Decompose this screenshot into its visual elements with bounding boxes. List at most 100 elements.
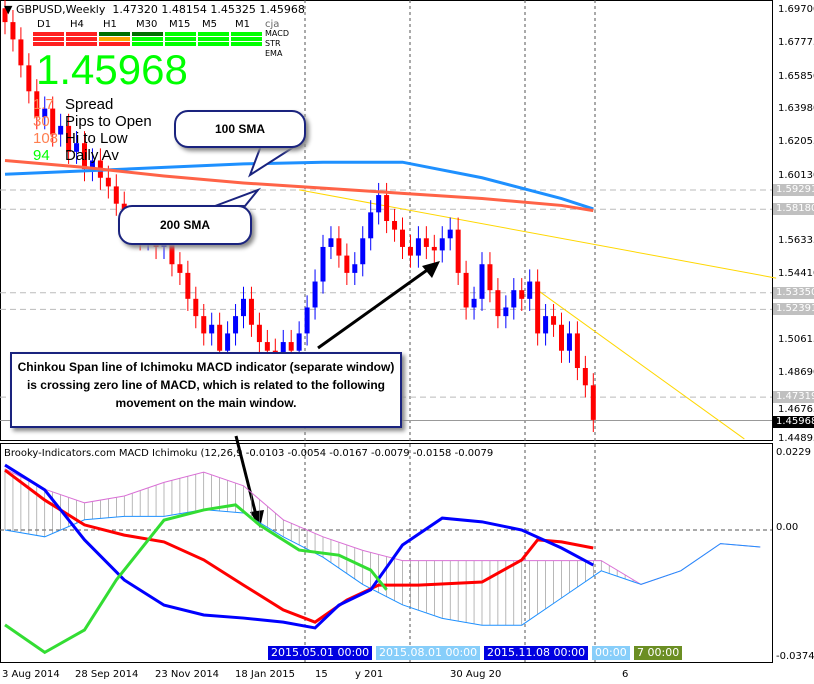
bear-candle xyxy=(495,290,501,317)
stat-label: Hi to Low xyxy=(65,130,128,147)
bear-candle xyxy=(26,65,32,92)
cloud-upper-line xyxy=(4,468,761,585)
stat-value: 108 xyxy=(33,130,59,147)
bull-candle xyxy=(352,264,358,273)
bear-candle xyxy=(535,281,541,334)
bear-candle xyxy=(169,243,175,265)
bull-candle xyxy=(447,229,453,239)
bear-candle xyxy=(177,264,183,273)
bear-candle xyxy=(288,342,294,351)
trendline xyxy=(537,289,745,440)
annotation-note: Chinkou Span line of Ichimoku MACD indic… xyxy=(10,352,402,428)
timeframe-D1: D1 xyxy=(37,19,52,30)
signal-cell xyxy=(165,32,196,36)
signal-cell xyxy=(99,37,130,41)
bull-candle xyxy=(376,195,382,213)
time-tick: 15 xyxy=(315,669,328,680)
price-tick: 1.44895 xyxy=(778,433,814,444)
sma200-pointer xyxy=(214,187,262,207)
signal-cell xyxy=(165,37,196,41)
bear-candle xyxy=(431,246,437,251)
bull-candle xyxy=(74,143,80,152)
bear-candle xyxy=(217,324,223,351)
bear-candle xyxy=(463,272,469,308)
time-tick: 18 Jan 2015 xyxy=(235,669,295,680)
signal-cell xyxy=(33,32,64,36)
stat-row: 30 Pips to Open xyxy=(33,113,152,130)
signal-row-label: STR xyxy=(265,39,281,48)
stat-value: 1.7 xyxy=(33,96,54,113)
bull-candle xyxy=(161,243,167,247)
bear-candle xyxy=(264,342,270,351)
price-tick: 1.56335 xyxy=(778,235,814,247)
bear-candle xyxy=(423,238,429,247)
time-tick: y 201 xyxy=(355,669,384,680)
signal-cell xyxy=(132,32,163,36)
signal-cell xyxy=(165,42,196,46)
bear-candle xyxy=(193,298,199,317)
symbol-header[interactable]: ▼ GBPUSD,Weekly 1.47320 1.48154 1.45325 … xyxy=(4,3,305,16)
macd-signal-line xyxy=(4,468,594,624)
ohlc-values: 1.47320 1.48154 1.45325 1.45968 xyxy=(112,3,305,16)
bear-candle xyxy=(10,22,16,40)
current-price-big: 1.45968 xyxy=(36,46,188,93)
stat-row: 94 Daily Av xyxy=(33,147,152,164)
signal-cell xyxy=(198,42,229,46)
bear-candle xyxy=(113,186,119,204)
annotation-arrow xyxy=(234,435,258,516)
stat-label: Spread xyxy=(65,96,114,113)
bull-candle xyxy=(415,238,421,256)
bull-candle xyxy=(241,298,246,317)
price-tick: 1.62055 xyxy=(778,136,814,148)
time-crosshair-label: 2015.11.08 00:00 xyxy=(484,646,589,660)
bear-candle xyxy=(519,290,525,299)
signal-grid xyxy=(33,32,262,47)
macd-line xyxy=(4,463,595,630)
time-crosshair-label: 7 00:00 xyxy=(634,646,683,660)
price-tick: 1.46765 xyxy=(778,403,814,415)
stat-label: Daily Av xyxy=(65,147,119,164)
signal-cell xyxy=(231,32,262,36)
chinkou-span-line xyxy=(4,503,388,655)
price-level-label: 1.59291 xyxy=(773,184,814,197)
signal-cell xyxy=(33,42,64,46)
bull-candle xyxy=(471,298,477,308)
bear-candle xyxy=(582,368,588,386)
bear-candle xyxy=(384,195,390,221)
signal-labels: MACD STR EMA xyxy=(265,29,289,59)
bear-candle xyxy=(344,255,350,273)
sma200-callout: 200 SMA xyxy=(118,205,252,245)
bear-candle xyxy=(2,8,8,23)
cloud-lower-line xyxy=(4,509,761,626)
bull-candle xyxy=(225,333,231,351)
stat-row: 1.7 Spread xyxy=(33,96,152,113)
signal-cell xyxy=(132,37,163,41)
time-tick: 6 xyxy=(622,669,629,680)
stat-label: Pips to Open xyxy=(65,113,152,130)
price-tick: 1.60130 xyxy=(778,169,814,181)
price-level-label: 1.47319 xyxy=(773,391,814,404)
stat-value: 94 xyxy=(33,147,50,164)
main-pane-frame xyxy=(0,0,773,441)
price-level-label: 1.58180 xyxy=(773,203,814,216)
indicator-axis-top: 0.0229 xyxy=(776,447,811,458)
bull-candle xyxy=(58,125,64,135)
timeframe-M30: M30 xyxy=(136,19,158,30)
price-level-label: 1.53350 xyxy=(773,286,814,299)
time-tick: 3 Aug 2014 xyxy=(2,669,60,680)
bull-candle xyxy=(89,160,95,170)
time-tick: 23 Nov 2014 xyxy=(155,669,220,680)
time-crosshair-label: 00:00 xyxy=(592,646,630,660)
timeframe-H4: H4 xyxy=(70,19,84,30)
stat-value: 30 xyxy=(33,113,50,130)
bull-candle xyxy=(42,108,48,118)
price-level-label: 1.45968 xyxy=(773,416,814,429)
indicator-pane-frame xyxy=(0,443,773,663)
bull-candle xyxy=(304,307,310,334)
bull-candle xyxy=(209,324,215,334)
indicator-axis-bottom: -0.0374 xyxy=(776,651,814,662)
price-level-label: 1.52391 xyxy=(773,303,814,316)
bull-candle xyxy=(543,316,549,334)
bull-candle xyxy=(479,264,485,299)
